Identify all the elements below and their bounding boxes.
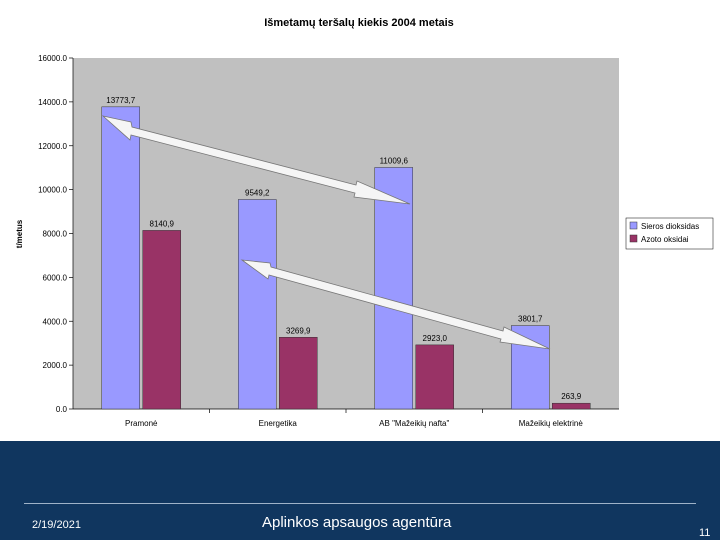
x-axis-labels: Pramonė Energetika AB "Mažeikių nafta" Maže…	[125, 409, 583, 428]
footer-organization: Aplinkos apsaugos agentūra	[262, 514, 452, 531]
y-tick-label: 6000.0	[43, 273, 68, 282]
footer-divider	[24, 503, 696, 504]
legend-label: Azoto oksidai	[641, 235, 689, 244]
bar-nitrogen-oxides	[279, 337, 318, 410]
x-tick-label: AB "Mažeikių nafta"	[379, 419, 449, 428]
footer-band	[0, 441, 720, 540]
x-tick-label: Pramonė	[125, 419, 158, 428]
y-tick-label: 10000.0	[38, 186, 67, 195]
y-tick-label: 12000.0	[38, 142, 67, 151]
y-tick-label: 8000.0	[43, 230, 68, 239]
bar-sulfur-dioxide	[238, 199, 277, 410]
x-tick-label: Energetika	[259, 419, 298, 428]
y-axis-label: t/metus	[15, 219, 24, 248]
legend-swatch	[629, 234, 638, 243]
data-label: 13773,7	[106, 96, 135, 105]
legend-swatch	[629, 221, 638, 230]
page-number: 11	[699, 527, 711, 539]
footer-date: 2/19/2021	[32, 519, 81, 531]
y-tick-label: 16000.0	[38, 54, 67, 63]
data-label: 9549,2	[245, 189, 270, 198]
y-tick-label: 0.0	[56, 405, 68, 414]
trend-arrow-sulfur	[101, 115, 411, 205]
legend-label: Sieros dioksidas	[641, 222, 699, 231]
chart-title: Išmetamų teršalų kiekis 2004 metais	[264, 17, 454, 29]
data-label: 2923,0	[423, 334, 448, 343]
y-tick-label: 14000.0	[38, 98, 67, 107]
data-label: 11009,6	[380, 156, 409, 165]
bar-nitrogen-oxides	[552, 402, 591, 410]
y-tick-label: 4000.0	[43, 317, 68, 326]
bar-nitrogen-oxides	[415, 344, 454, 410]
bar-nitrogen-oxides	[142, 230, 181, 410]
bar-sulfur-dioxide	[101, 106, 140, 410]
trend-arrow-nitrogen	[240, 259, 551, 350]
x-tick-label: Mažeikių elektrinė	[519, 419, 584, 428]
bar-sulfur-dioxide	[374, 167, 413, 410]
legend: Sieros dioksidas Azoto oksidai	[625, 217, 714, 250]
data-label: 3801,7	[518, 315, 543, 324]
data-label: 8140,9	[150, 219, 175, 228]
bar-chart: Išmetamų teršalų kiekis 2004 metais t/me…	[15, 17, 714, 428]
legend-box	[625, 217, 714, 250]
data-label: 263,9	[561, 392, 582, 401]
y-tick-label: 2000.0	[43, 361, 68, 370]
trend-arrows	[101, 115, 551, 350]
bars-group: 13773,7 8140,9 9549,2 3269,9 11009,6 2923,0 38…	[101, 96, 591, 410]
data-label: 3269,9	[286, 326, 311, 335]
